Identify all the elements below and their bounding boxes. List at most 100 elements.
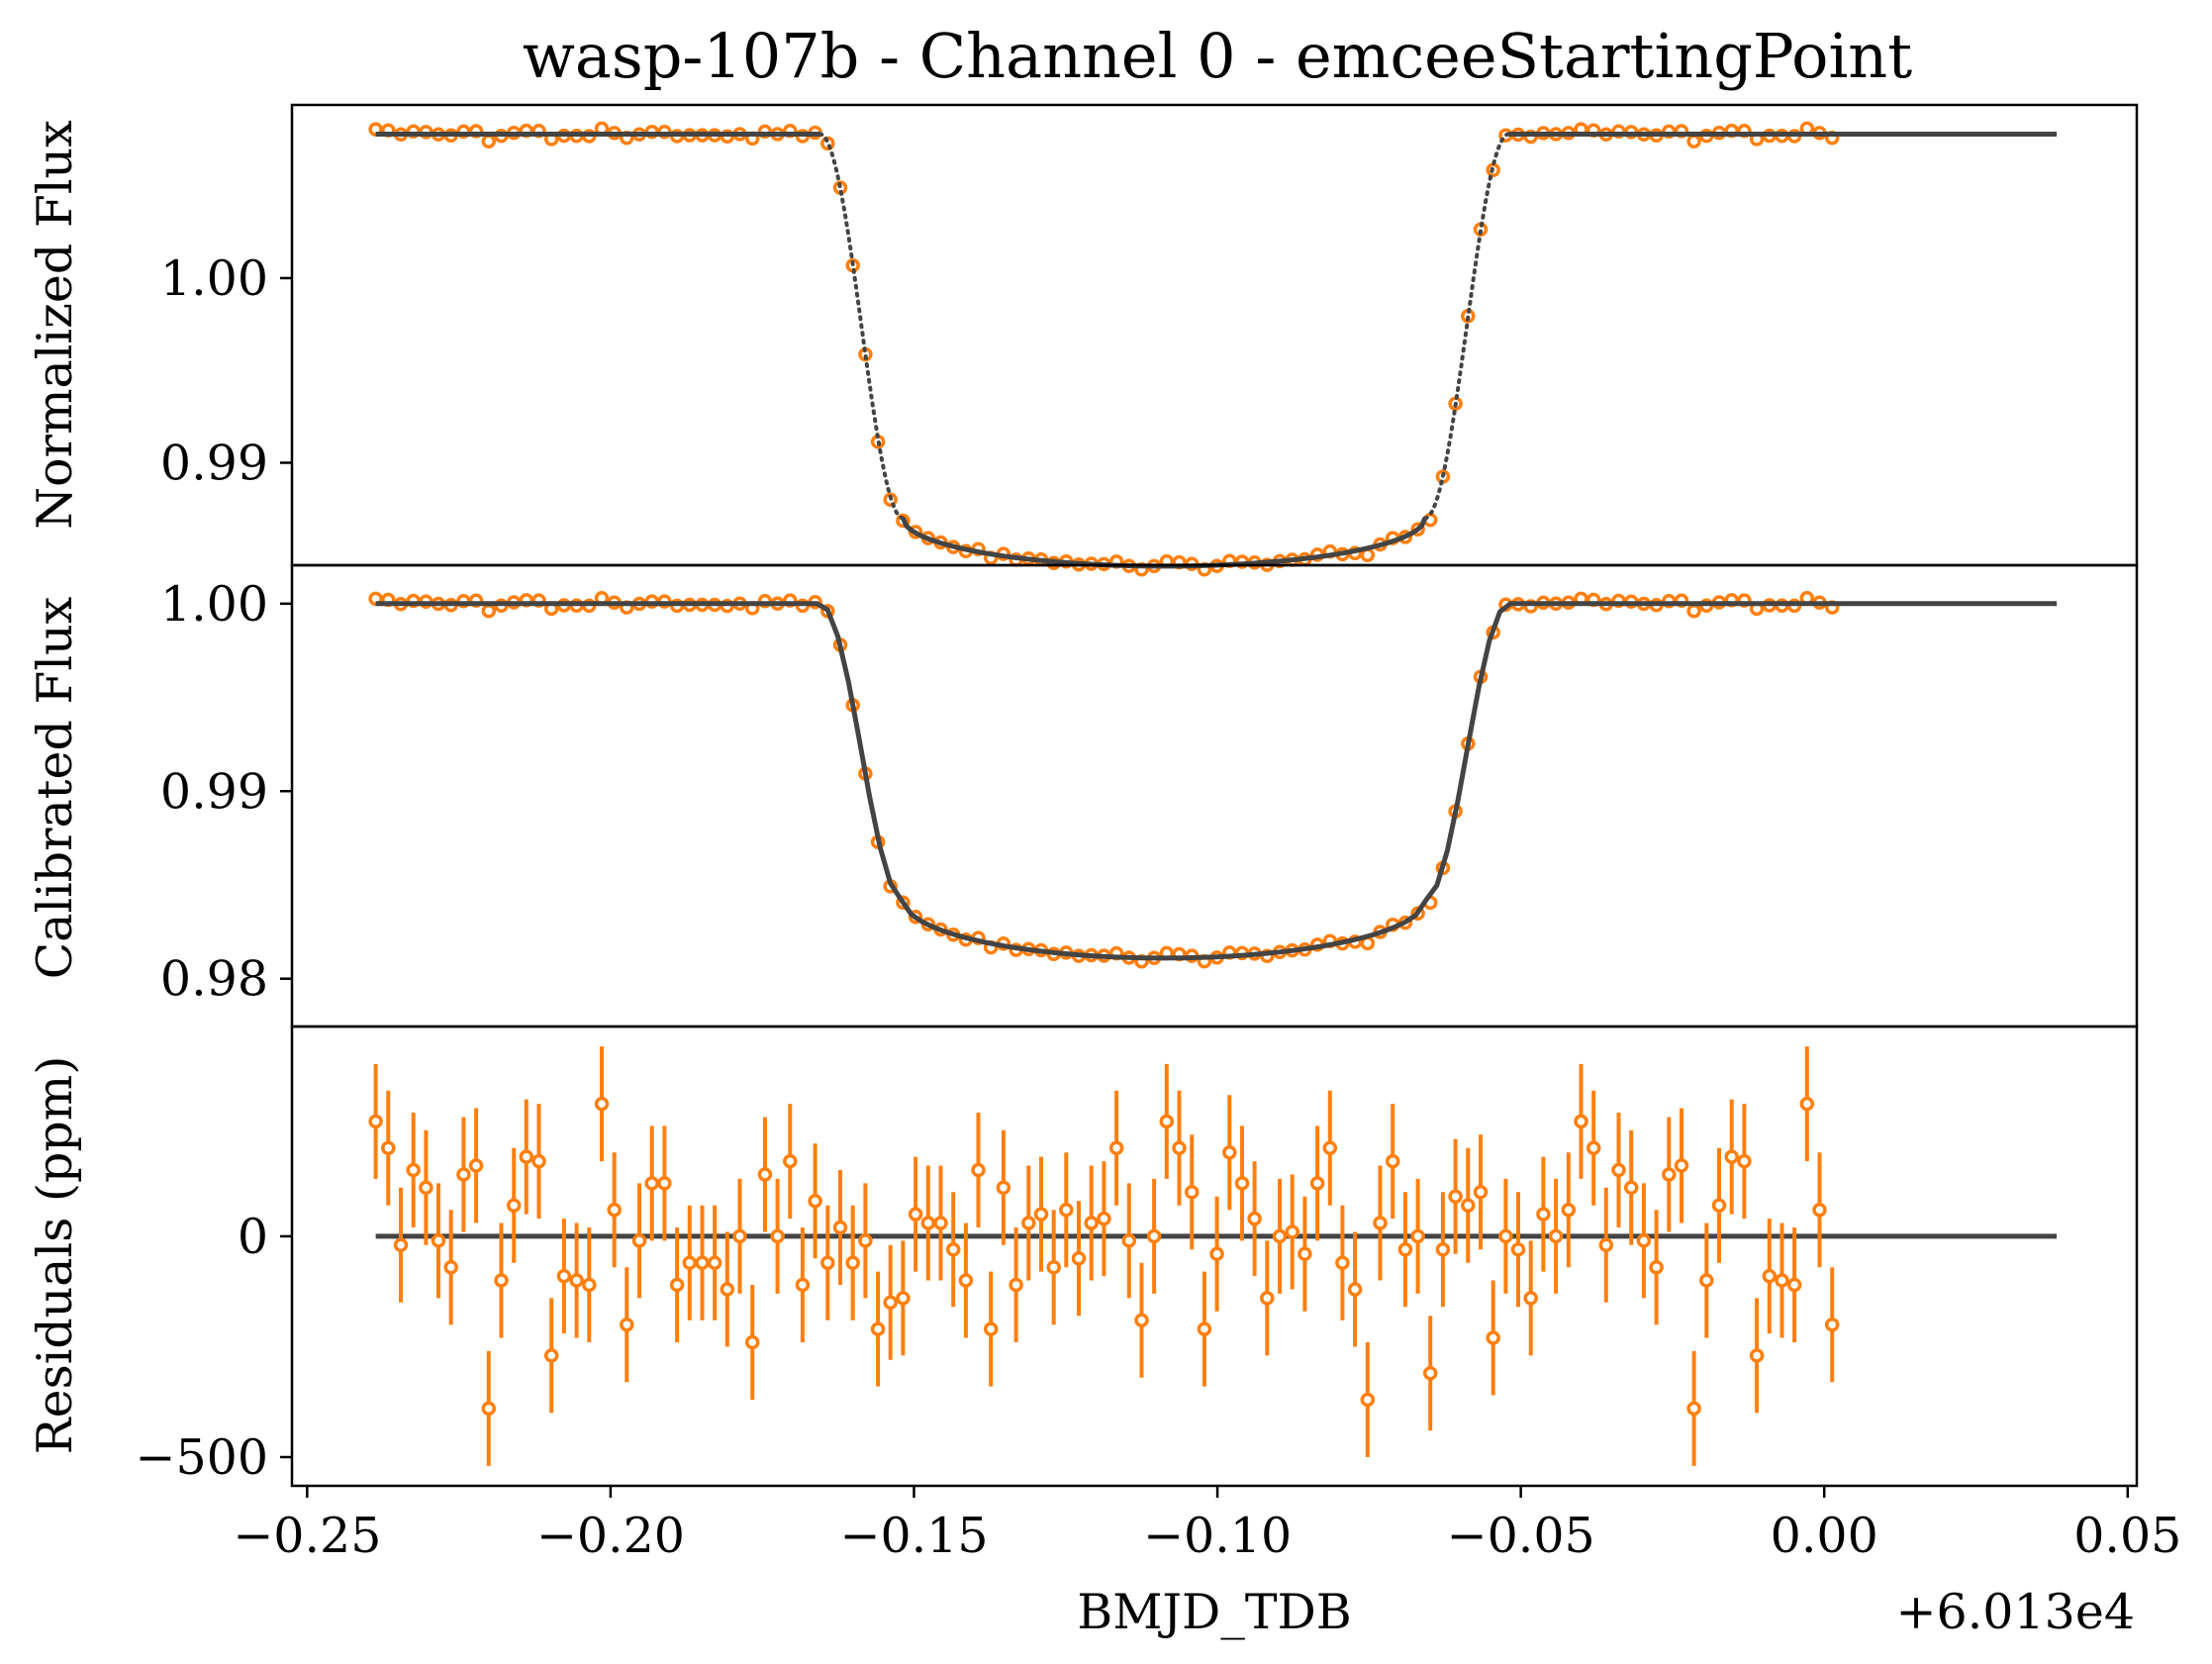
data-point (1686, 603, 1701, 619)
x-tick-label: −0.05 (1447, 1508, 1595, 1564)
residual-point (1108, 1140, 1124, 1155)
residual-point (1812, 1202, 1827, 1218)
y-tick-label: 0.99 (160, 763, 268, 820)
residual-point (896, 1291, 911, 1306)
residual-point (1561, 1202, 1577, 1218)
residual-point (1309, 1176, 1325, 1191)
normalized-flux-y-ticks: 0.99 1.00 (160, 250, 292, 491)
residual-point (1799, 1096, 1815, 1112)
residual-point (983, 1321, 999, 1336)
data-point (1686, 134, 1701, 148)
residual-point (1435, 1242, 1451, 1257)
residual-point (1574, 1114, 1588, 1129)
residual-point (456, 1167, 471, 1182)
residual-point (1084, 1216, 1099, 1230)
data-point (481, 603, 497, 619)
residual-point (820, 1255, 835, 1270)
model-line-ingress (817, 132, 906, 521)
residual-point (1523, 1291, 1538, 1306)
residual-point (519, 1149, 534, 1164)
residual-point (996, 1180, 1011, 1196)
residual-point (1234, 1176, 1250, 1191)
residual-point (1222, 1144, 1237, 1160)
x-tick-label: 0.05 (2073, 1508, 2181, 1564)
y-axis-label-residuals: Residuals (ppm) (27, 1056, 83, 1455)
residual-point (1824, 1317, 1840, 1332)
residual-point (770, 1228, 785, 1244)
residual-point (1197, 1321, 1212, 1336)
residual-point (543, 1348, 559, 1363)
residual-point (1498, 1228, 1513, 1244)
residual-point (883, 1295, 898, 1311)
normalized-flux-model (375, 132, 2058, 569)
residual-point (1611, 1162, 1626, 1178)
residual-point (1021, 1216, 1036, 1230)
residual-point (920, 1216, 936, 1230)
residual-point (1510, 1242, 1526, 1257)
residual-point (393, 1237, 409, 1253)
y-tick-label: 0 (238, 1209, 268, 1265)
residual-point (1272, 1228, 1288, 1244)
residual-point (1360, 1392, 1376, 1408)
residual-point (1298, 1246, 1312, 1262)
y-tick-label: 1.00 (160, 250, 268, 307)
residual-point (620, 1317, 634, 1332)
y-tick-label: −500 (135, 1429, 268, 1486)
residual-point (1598, 1237, 1614, 1253)
residual-point (908, 1207, 923, 1222)
residual-point (720, 1282, 735, 1297)
residual-point (1775, 1273, 1789, 1288)
x-tick-label: 0.00 (1771, 1508, 1878, 1564)
residual-point (481, 1401, 497, 1417)
normalized-flux-axes-frame (290, 103, 2139, 567)
residual-point (1184, 1185, 1200, 1200)
residual-point (1536, 1207, 1551, 1222)
residual-points (368, 1046, 1840, 1466)
x-tick-label: −0.15 (839, 1508, 988, 1564)
model-line-egress (1422, 132, 1511, 521)
residual-point (1247, 1211, 1262, 1226)
x-tick-label: −0.20 (536, 1508, 685, 1564)
residual-point (1033, 1207, 1049, 1222)
model-line (375, 601, 2058, 961)
residual-point (808, 1193, 822, 1209)
residual-point (1172, 1140, 1187, 1155)
chart-title: wasp-107b - Channel 0 - emceeStartingPoi… (523, 20, 1912, 92)
residual-point (933, 1216, 948, 1230)
residual-point (1322, 1140, 1338, 1155)
x-axis-offset-label: +6.013e4 (1895, 1584, 2135, 1640)
residual-point (1385, 1153, 1400, 1169)
residual-point (506, 1198, 522, 1213)
residual-point (406, 1162, 421, 1178)
residual-point (443, 1259, 458, 1275)
residual-point (381, 1140, 396, 1155)
panel-residuals: Residuals (ppm) −500 0 (27, 1025, 2139, 1488)
residual-point (1448, 1189, 1463, 1205)
residual-point (1009, 1277, 1023, 1293)
y-axis-label-calibrated-flux: Calibrated Flux (27, 596, 83, 979)
residual-point (431, 1233, 446, 1248)
calibrated-flux-model (375, 601, 2058, 961)
residual-point (1586, 1140, 1601, 1155)
calibrated-flux-y-ticks: 0.98 0.99 1.00 (160, 576, 292, 1008)
residual-point (1786, 1277, 1802, 1293)
residual-point (657, 1176, 672, 1191)
residual-point (870, 1321, 886, 1336)
data-point (481, 134, 497, 148)
residual-point (732, 1228, 747, 1244)
residual-point (1422, 1365, 1438, 1381)
residual-point (1059, 1202, 1074, 1218)
residual-point (1285, 1224, 1299, 1239)
residual-point (607, 1202, 622, 1218)
residual-point (707, 1255, 722, 1270)
residual-point (1209, 1246, 1224, 1262)
residual-point (556, 1268, 572, 1284)
panel-calibrated-flux: Calibrated Flux 0.98 0.99 1.00 (27, 563, 2139, 1028)
x-tick-label: −0.25 (233, 1508, 381, 1564)
residual-point (744, 1334, 760, 1350)
y-axis-label-normalized-flux: Normalized Flux (27, 120, 83, 530)
residual-point (631, 1233, 647, 1248)
residual-point (682, 1255, 698, 1270)
residual-point (1397, 1242, 1413, 1257)
